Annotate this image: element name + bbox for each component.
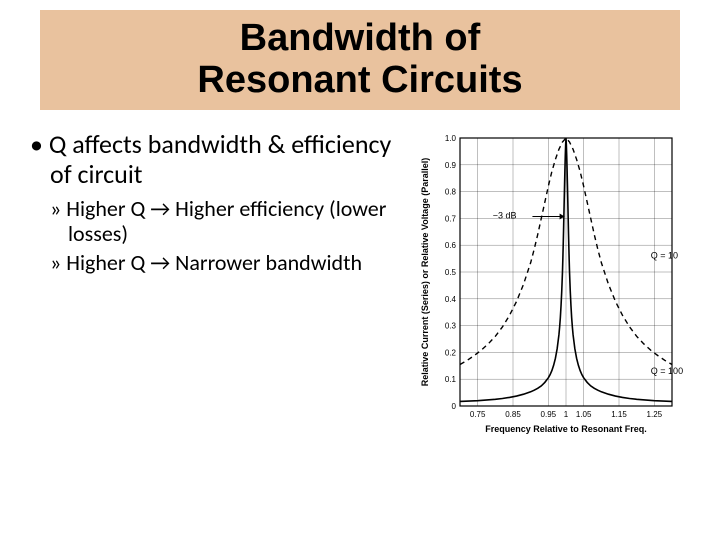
chart-svg: 0 0.1 0.2 0.3 0.4 0.5 0.6 0.7 0.8 0.9 1.0 0.75 0.85 0… [412, 130, 702, 450]
slide-title: Bandwidth of Resonant Circuits [197, 18, 522, 102]
title-box: Bandwidth of Resonant Circuits [40, 10, 680, 110]
svg-text:0.3: 0.3 [445, 322, 457, 331]
svg-text:Q = 100: Q = 100 [651, 366, 683, 376]
svg-text:0.2: 0.2 [445, 348, 457, 357]
bullet-list: • Q affects bandwidth & efficiency of ci… [30, 130, 410, 280]
svg-text:Frequency Relative to Resonant: Frequency Relative to Resonant Freq. [485, 424, 647, 434]
title-line2: Resonant Circuits [197, 59, 522, 101]
svg-text:0.8: 0.8 [445, 188, 457, 197]
svg-text:0.5: 0.5 [445, 268, 457, 277]
bullet-main: • Q affects bandwidth & efficiency of ci… [30, 130, 410, 190]
svg-text:1.25: 1.25 [647, 410, 663, 419]
bullet-sub2: » Higher Q → Narrower bandwidth [30, 250, 410, 275]
svg-text:Relative Current (Series) or R: Relative Current (Series) or Relative Vo… [420, 158, 430, 386]
svg-text:0.1: 0.1 [445, 375, 457, 384]
bullet-sub1: » Higher Q → Higher efficiency (lower lo… [30, 196, 410, 247]
svg-text:0.9: 0.9 [445, 161, 457, 170]
svg-text:1: 1 [564, 410, 569, 419]
svg-text:0.95: 0.95 [541, 410, 557, 419]
svg-text:0.4: 0.4 [445, 295, 457, 304]
resonance-chart: 0 0.1 0.2 0.3 0.4 0.5 0.6 0.7 0.8 0.9 1.0 0.75 0.85 0… [412, 130, 702, 450]
svg-text:1.15: 1.15 [611, 410, 627, 419]
svg-text:0.7: 0.7 [445, 214, 457, 223]
svg-text:−3 dB: −3 dB [493, 211, 517, 221]
svg-text:Q = 10: Q = 10 [651, 251, 678, 261]
svg-text:0: 0 [452, 402, 457, 411]
svg-text:1.0: 1.0 [445, 134, 457, 143]
svg-text:0.85: 0.85 [505, 410, 521, 419]
title-line1: Bandwidth of [240, 17, 481, 59]
svg-text:1.05: 1.05 [576, 410, 592, 419]
svg-text:0.75: 0.75 [470, 410, 486, 419]
svg-text:0.6: 0.6 [445, 241, 457, 250]
